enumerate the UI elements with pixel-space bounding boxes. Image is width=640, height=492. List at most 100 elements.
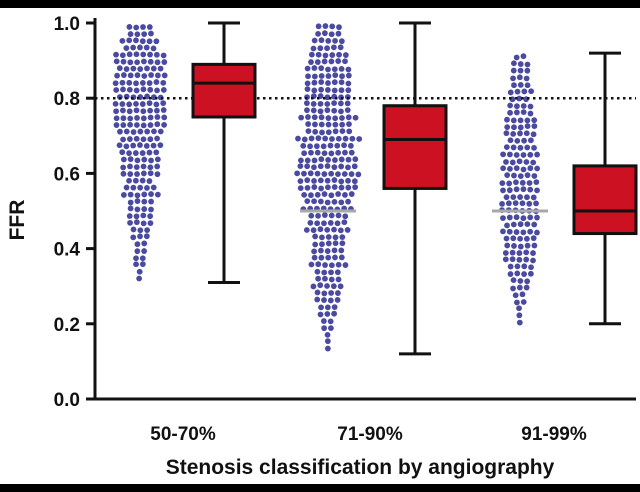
scatter-point <box>133 135 140 142</box>
scatter-point <box>332 121 339 128</box>
scatter-point <box>509 249 516 256</box>
scatter-point <box>334 142 341 149</box>
scatter-point <box>338 38 345 45</box>
scatter-point <box>318 185 325 192</box>
scatter-point <box>510 60 517 67</box>
scatter-point <box>144 227 151 234</box>
scatter-point <box>335 212 342 219</box>
scatter-point <box>511 82 517 89</box>
scatter-point <box>524 172 531 179</box>
scatter-point <box>153 79 160 85</box>
y-axis-title: FFR <box>6 200 29 241</box>
scatter-point <box>308 51 315 58</box>
scatter-point <box>304 100 310 107</box>
scatter-point <box>301 191 308 198</box>
scatter-point <box>144 184 150 191</box>
scatter-point <box>127 191 134 198</box>
scatter-point <box>513 186 520 193</box>
scatter-point <box>339 128 346 135</box>
scatter-point <box>134 157 141 164</box>
scatter-point <box>317 282 324 289</box>
scatter-point <box>318 304 324 311</box>
scatter-point <box>328 269 334 276</box>
scatter-point <box>160 107 167 113</box>
scatter-point <box>137 44 143 51</box>
scatter-point <box>321 212 328 218</box>
scatter-point <box>344 227 351 233</box>
scatter-point <box>338 254 345 261</box>
scatter-point <box>514 263 521 270</box>
scatter-point <box>132 177 139 184</box>
scatter-point <box>112 80 119 87</box>
scatter-point <box>117 128 123 135</box>
scatter-point <box>136 275 143 282</box>
scatter-point <box>526 180 533 186</box>
scatter-point <box>520 229 527 236</box>
scatter-point <box>321 191 328 197</box>
scatter-point <box>517 124 524 131</box>
scatter-point <box>303 227 310 233</box>
scatter-point <box>519 179 526 186</box>
scatter-point <box>315 212 321 219</box>
scatter-point <box>123 184 130 191</box>
scatter-point <box>325 121 332 128</box>
scatter-point <box>147 122 154 128</box>
scatter-point <box>141 206 148 212</box>
scatter-point <box>130 142 137 149</box>
scatter-point <box>311 114 318 121</box>
scatter-point <box>315 135 322 142</box>
scatter-point <box>503 194 510 201</box>
scatter-point <box>324 87 331 93</box>
scatter-point <box>134 114 140 121</box>
y-tick-label: 0.8 <box>54 89 80 110</box>
scatter-point <box>146 149 153 156</box>
scatter-point <box>509 159 516 166</box>
scatter-point <box>314 170 321 177</box>
scatter-point <box>134 171 140 177</box>
scatter-point <box>144 93 150 100</box>
scatter-point <box>514 270 521 277</box>
scatter-point <box>523 235 530 242</box>
scatter-point <box>140 163 147 170</box>
scatter-point <box>324 345 331 352</box>
scatter-point <box>513 179 519 186</box>
scatter-point <box>151 128 157 135</box>
scatter-point <box>133 164 140 171</box>
scatter-point <box>126 108 133 115</box>
scatter-point <box>320 318 327 324</box>
scatter-point <box>341 171 348 177</box>
scatter-point <box>339 73 345 80</box>
scatter-point <box>127 72 134 79</box>
scatter-point <box>524 221 531 228</box>
x-category-label: 71-90% <box>337 424 403 445</box>
scatter-point <box>139 80 146 86</box>
scatter-point <box>127 219 133 226</box>
scatter-point <box>315 30 321 37</box>
scatter-point <box>345 198 351 205</box>
scatter-point <box>153 51 160 58</box>
scatter-point <box>132 150 139 156</box>
scatter-point <box>500 165 507 172</box>
scatter-point <box>331 177 338 183</box>
scatter-point <box>528 264 534 271</box>
scatter-point <box>330 44 337 51</box>
scatter-point <box>514 88 521 95</box>
scatter-point <box>516 319 523 326</box>
scatter-point <box>154 171 161 178</box>
scatter-point <box>325 157 332 163</box>
scatter-point <box>335 171 341 178</box>
scatter-point <box>127 115 134 122</box>
scatter-point <box>327 318 334 325</box>
scatter-point <box>137 184 144 191</box>
scatter-point <box>332 254 338 261</box>
scatter-point <box>324 331 331 338</box>
scatter-point <box>325 115 332 121</box>
scatter-point <box>147 213 154 220</box>
scatter-point <box>520 299 527 305</box>
scatter-point <box>342 192 348 198</box>
scatter-point <box>523 159 530 165</box>
scatter-point <box>116 65 123 72</box>
scatter-point <box>325 66 331 73</box>
scatter-point <box>324 94 331 101</box>
scatter-point <box>334 220 341 227</box>
